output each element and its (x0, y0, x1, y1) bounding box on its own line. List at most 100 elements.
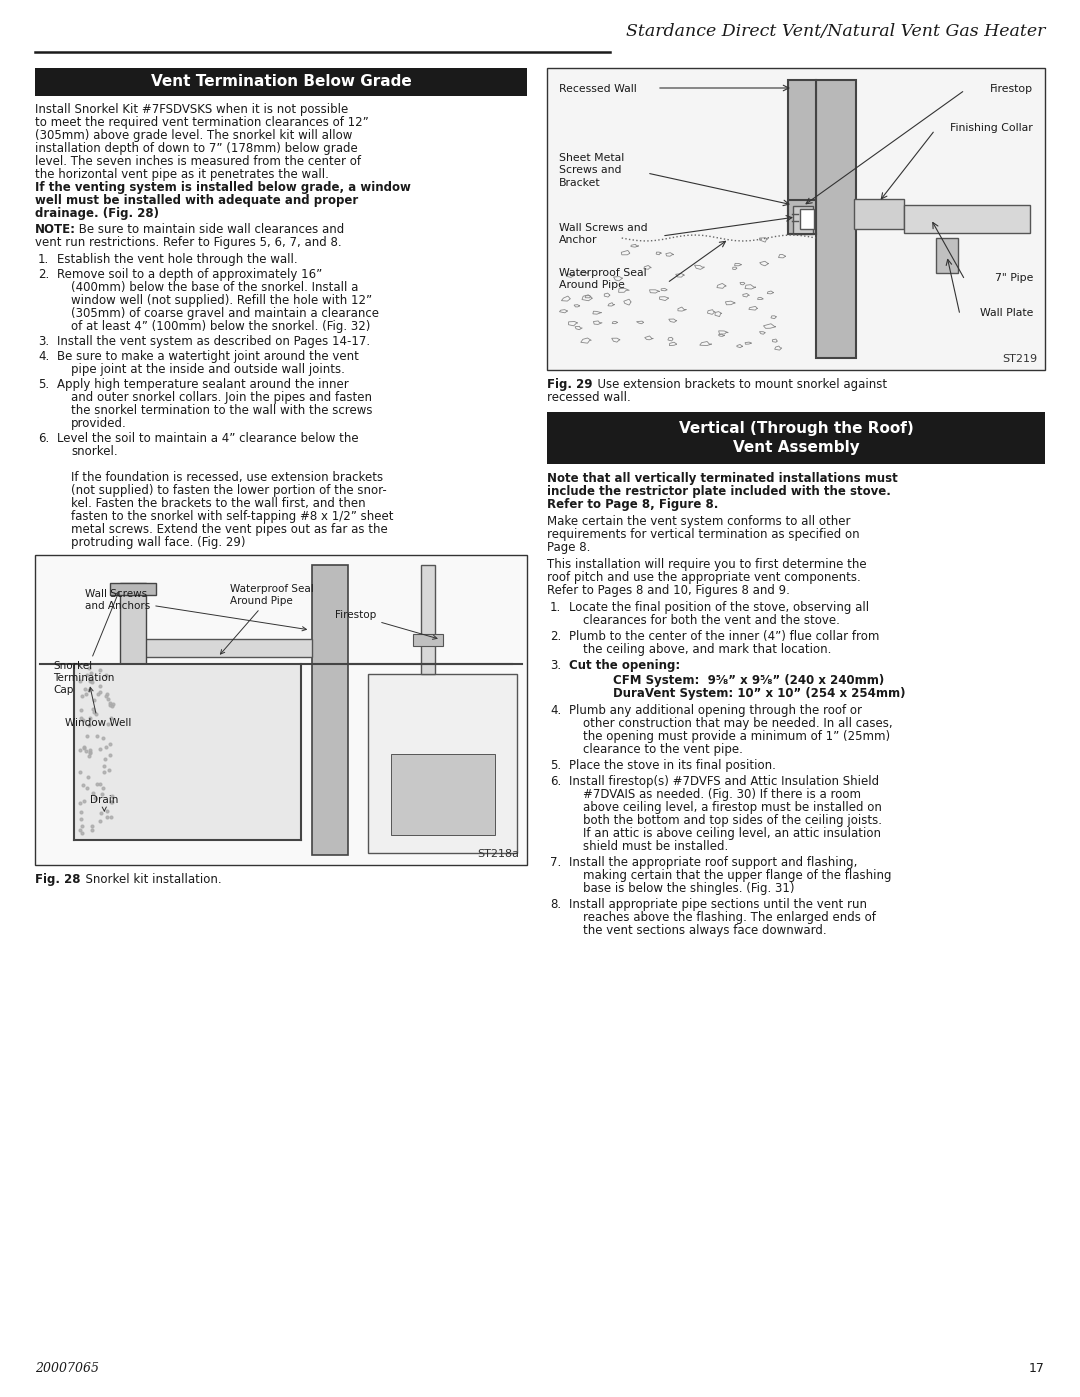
Text: roof pitch and use the appropriate vent components.: roof pitch and use the appropriate vent … (546, 571, 861, 584)
Text: Recessed Wall: Recessed Wall (559, 84, 637, 94)
Bar (391, 754, 495, 835)
Text: Install the vent system as described on Pages 14-17.: Install the vent system as described on … (57, 335, 370, 348)
Bar (904, 205, 1030, 233)
Text: If the foundation is recessed, use extension brackets: If the foundation is recessed, use exten… (71, 471, 383, 483)
Text: reaches above the flashing. The enlarged ends of: reaches above the flashing. The enlarged… (583, 911, 876, 923)
Text: requirements for vertical termination as specified on: requirements for vertical termination as… (546, 528, 860, 541)
Bar (35, 555, 527, 865)
Text: above ceiling level, a firestop must be installed on: above ceiling level, a firestop must be … (583, 800, 882, 814)
Text: 5.: 5. (38, 379, 49, 391)
Bar (75, 664, 300, 840)
Text: the vent sections always face downward.: the vent sections always face downward. (583, 923, 826, 937)
Text: other construction that may be needed. In all cases,: other construction that may be needed. I… (583, 717, 893, 731)
Text: Install appropriate pipe sections until the vent run: Install appropriate pipe sections until … (569, 898, 867, 911)
Text: Wall Plate: Wall Plate (980, 307, 1032, 319)
Text: Note that all vertically terminated installations must: Note that all vertically terminated inst… (546, 472, 897, 485)
Bar (546, 68, 1045, 370)
Text: 17: 17 (1029, 1362, 1045, 1375)
Bar (800, 210, 814, 229)
Text: Window Well: Window Well (65, 687, 132, 728)
Text: vent run restrictions. Refer to Figures 5, 6, 7, and 8.: vent run restrictions. Refer to Figures … (35, 236, 341, 249)
Text: CFM System:  9⁵⁄₈” x 9⁵⁄₈” (240 x 240mm): CFM System: 9⁵⁄₈” x 9⁵⁄₈” (240 x 240mm) (613, 673, 885, 687)
Text: the ceiling above, and mark that location.: the ceiling above, and mark that locatio… (583, 643, 832, 657)
Text: Finishing Collar: Finishing Collar (950, 123, 1032, 133)
Text: (305mm) of coarse gravel and maintain a clearance: (305mm) of coarse gravel and maintain a … (71, 307, 379, 320)
Bar (312, 564, 348, 855)
Text: provided.: provided. (71, 416, 126, 430)
Text: 5.: 5. (550, 759, 562, 773)
Text: metal screws. Extend the vent pipes out as far as the: metal screws. Extend the vent pipes out … (71, 522, 388, 536)
Text: ST218a: ST218a (477, 849, 519, 859)
Text: 7" Pipe: 7" Pipe (995, 272, 1032, 284)
Text: Apply high temperature sealant around the inner: Apply high temperature sealant around th… (57, 379, 349, 391)
Text: Use extension brackets to mount snorkel against: Use extension brackets to mount snorkel … (590, 379, 887, 391)
Text: 8.: 8. (550, 898, 562, 911)
Text: Stardance Direct Vent/Natural Vent Gas Heater: Stardance Direct Vent/Natural Vent Gas H… (625, 22, 1045, 41)
Text: Level the soil to maintain a 4” clearance below the: Level the soil to maintain a 4” clearanc… (57, 432, 359, 446)
Bar (120, 583, 147, 712)
Bar (936, 237, 958, 272)
Text: Install the appropriate roof support and flashing,: Install the appropriate roof support and… (569, 856, 858, 869)
Text: 1.: 1. (550, 601, 562, 615)
Text: Firestop: Firestop (990, 84, 1032, 94)
Text: Locate the final position of the stove, observing all: Locate the final position of the stove, … (569, 601, 869, 615)
Text: (305mm) above grade level. The snorkel kit will allow: (305mm) above grade level. The snorkel k… (35, 129, 352, 142)
Text: well must be installed with adequate and proper: well must be installed with adequate and… (35, 194, 359, 207)
Text: level. The seven inches is measured from the center of: level. The seven inches is measured from… (35, 155, 361, 168)
Text: Make certain the vent system conforms to all other: Make certain the vent system conforms to… (546, 515, 851, 528)
Polygon shape (110, 583, 157, 595)
Text: Vertical (Through the Roof)
Vent Assembly: Vertical (Through the Roof) Vent Assembl… (678, 420, 914, 455)
Text: ST219: ST219 (1002, 353, 1037, 365)
Text: Be sure to maintain side wall clearances and: Be sure to maintain side wall clearances… (75, 224, 345, 236)
Text: 20007065: 20007065 (35, 1362, 99, 1375)
Text: include the restrictor plate included with the stove.: include the restrictor plate included wi… (546, 485, 891, 497)
Text: base is below the shingles. (Fig. 31): base is below the shingles. (Fig. 31) (583, 882, 795, 895)
Text: the snorkel termination to the wall with the screws: the snorkel termination to the wall with… (71, 404, 373, 416)
Text: clearance to the vent pipe.: clearance to the vent pipe. (583, 743, 743, 756)
Text: Sheet Metal
Screws and
Bracket: Sheet Metal Screws and Bracket (559, 154, 624, 187)
Text: This installation will require you to first determine the: This installation will require you to fi… (546, 557, 866, 571)
Text: recessed wall.: recessed wall. (546, 391, 631, 404)
Text: 7.: 7. (550, 856, 562, 869)
Text: 4.: 4. (38, 351, 50, 363)
Text: Wall Screws
and Anchors: Wall Screws and Anchors (85, 590, 307, 631)
Text: kel. Fasten the brackets to the wall first, and then: kel. Fasten the brackets to the wall fir… (71, 497, 366, 510)
Bar (815, 80, 855, 358)
Text: Waterproof Seal
Around Pipe: Waterproof Seal Around Pipe (559, 268, 647, 291)
Text: #7DVAIS as needed. (Fig. 30) If there is a room: #7DVAIS as needed. (Fig. 30) If there is… (583, 788, 861, 800)
Text: Cut the opening:: Cut the opening: (569, 659, 680, 672)
Text: Remove soil to a depth of approximately 16”: Remove soil to a depth of approximately … (57, 268, 322, 281)
Text: Place the stove in its final position.: Place the stove in its final position. (569, 759, 775, 773)
Bar (546, 412, 1045, 464)
Text: protruding wall face. (Fig. 29): protruding wall face. (Fig. 29) (71, 536, 245, 549)
Text: Refer to Page 8, Figure 8.: Refer to Page 8, Figure 8. (546, 497, 718, 511)
Text: the opening must provide a minimum of 1” (25mm): the opening must provide a minimum of 1”… (583, 731, 890, 743)
Text: (400mm) below the base of the snorkel. Install a: (400mm) below the base of the snorkel. I… (71, 281, 359, 293)
Text: making certain that the upper flange of the flashing: making certain that the upper flange of … (583, 869, 891, 882)
Text: DuraVent System: 10” x 10” (254 x 254mm): DuraVent System: 10” x 10” (254 x 254mm) (613, 687, 905, 700)
Text: Wall Screws and
Anchor: Wall Screws and Anchor (559, 224, 648, 246)
Text: Fig. 29: Fig. 29 (546, 379, 593, 391)
Text: 1.: 1. (38, 253, 50, 265)
Bar (413, 633, 443, 645)
Text: clearances for both the vent and the stove.: clearances for both the vent and the sto… (583, 615, 840, 627)
Text: 3.: 3. (38, 335, 49, 348)
Text: shield must be installed.: shield must be installed. (583, 840, 728, 854)
Bar (368, 673, 517, 854)
Text: Install Snorkel Kit #7FSDVSKS when it is not possible: Install Snorkel Kit #7FSDVSKS when it is… (35, 103, 348, 116)
Bar (123, 638, 312, 657)
Text: 2.: 2. (550, 630, 562, 643)
Text: Firestop: Firestop (335, 610, 437, 640)
Bar (35, 68, 527, 96)
Text: Refer to Pages 8 and 10, Figures 8 and 9.: Refer to Pages 8 and 10, Figures 8 and 9… (546, 584, 789, 597)
Text: 6.: 6. (550, 775, 562, 788)
Text: Plumb any additional opening through the roof or: Plumb any additional opening through the… (569, 704, 862, 717)
Text: the horizontal vent pipe as it penetrates the wall.: the horizontal vent pipe as it penetrate… (35, 168, 329, 182)
Text: Vent Termination Below Grade: Vent Termination Below Grade (150, 74, 411, 89)
Bar (854, 198, 904, 229)
Text: Plumb to the center of the inner (4”) flue collar from: Plumb to the center of the inner (4”) fl… (569, 630, 879, 643)
Text: (not supplied) to fasten the lower portion of the snor-: (not supplied) to fasten the lower porti… (71, 483, 387, 497)
Text: window well (not supplied). Refill the hole with 12”: window well (not supplied). Refill the h… (71, 293, 373, 307)
Text: Establish the vent hole through the wall.: Establish the vent hole through the wall… (57, 253, 298, 265)
Bar (421, 564, 435, 673)
